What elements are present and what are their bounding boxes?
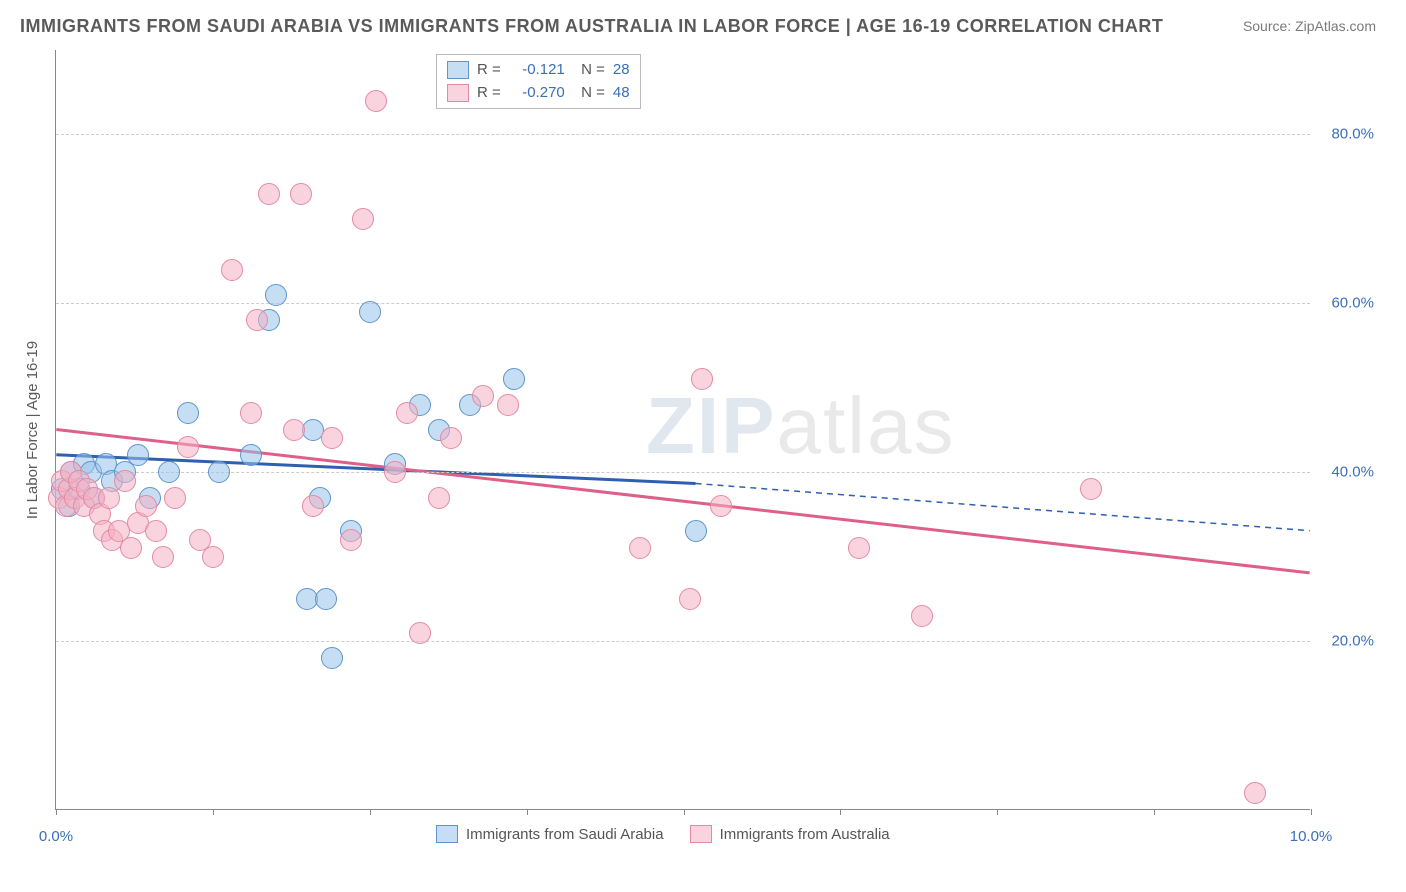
x-tick bbox=[213, 809, 214, 815]
data-point-australia bbox=[290, 183, 312, 205]
data-point-australia bbox=[152, 546, 174, 568]
data-point-australia bbox=[1244, 782, 1266, 804]
series-legend: Immigrants from Saudi Arabia Immigrants f… bbox=[436, 825, 890, 843]
gridline bbox=[56, 303, 1310, 304]
legend-r-value: -0.270 bbox=[509, 82, 565, 105]
data-point-australia bbox=[365, 90, 387, 112]
data-point-saudi bbox=[315, 588, 337, 610]
x-tick bbox=[56, 809, 57, 815]
watermark-zip: ZIP bbox=[646, 381, 776, 470]
trendline-ext-saudi bbox=[696, 483, 1310, 530]
y-tick-label: 20.0% bbox=[1331, 633, 1374, 650]
gridline bbox=[56, 134, 1310, 135]
data-point-australia bbox=[691, 368, 713, 390]
data-point-australia bbox=[340, 529, 362, 551]
data-point-saudi bbox=[359, 301, 381, 323]
legend-item-saudi: Immigrants from Saudi Arabia bbox=[436, 825, 664, 843]
x-tick-label: 10.0% bbox=[1290, 828, 1333, 845]
data-point-saudi bbox=[685, 520, 707, 542]
data-point-australia bbox=[352, 208, 374, 230]
legend-series-label: Immigrants from Saudi Arabia bbox=[466, 826, 664, 843]
gridline bbox=[56, 641, 1310, 642]
data-point-australia bbox=[472, 385, 494, 407]
data-point-australia bbox=[396, 402, 418, 424]
legend-item-australia: Immigrants from Australia bbox=[690, 825, 890, 843]
x-tick bbox=[684, 809, 685, 815]
legend-n-value: 48 bbox=[613, 82, 630, 105]
data-point-saudi bbox=[240, 444, 262, 466]
watermark-atlas: atlas bbox=[776, 381, 955, 470]
data-point-australia bbox=[240, 402, 262, 424]
legend-series-label: Immigrants from Australia bbox=[720, 826, 890, 843]
legend-swatch bbox=[690, 825, 712, 843]
data-point-australia bbox=[283, 419, 305, 441]
x-tick bbox=[1154, 809, 1155, 815]
y-tick-label: 40.0% bbox=[1331, 464, 1374, 481]
x-tick bbox=[370, 809, 371, 815]
data-point-australia bbox=[135, 495, 157, 517]
legend-row-australia: R = -0.270 N = 48 bbox=[447, 82, 630, 105]
data-point-australia bbox=[440, 427, 462, 449]
data-point-australia bbox=[98, 487, 120, 509]
data-point-australia bbox=[246, 309, 268, 331]
data-point-australia bbox=[409, 622, 431, 644]
legend-r-value: -0.121 bbox=[509, 59, 565, 82]
data-point-australia bbox=[428, 487, 450, 509]
data-point-saudi bbox=[158, 461, 180, 483]
data-point-australia bbox=[114, 470, 136, 492]
source-label: Source: ZipAtlas.com bbox=[1243, 18, 1376, 34]
data-point-australia bbox=[221, 259, 243, 281]
data-point-australia bbox=[710, 495, 732, 517]
data-point-saudi bbox=[177, 402, 199, 424]
plot-area: ZIPatlas R =-0.121 N =28R =-0.270 N =48 … bbox=[55, 50, 1310, 810]
legend-r-label: R = bbox=[477, 59, 501, 82]
x-tick bbox=[840, 809, 841, 815]
correlation-legend: R = -0.121 N = 28 R = -0.270 N = 48 bbox=[436, 54, 641, 109]
data-point-australia bbox=[1080, 478, 1102, 500]
y-tick-label: 60.0% bbox=[1331, 295, 1374, 312]
data-point-saudi bbox=[321, 647, 343, 669]
legend-swatch bbox=[436, 825, 458, 843]
data-point-australia bbox=[145, 520, 167, 542]
data-point-australia bbox=[629, 537, 651, 559]
legend-swatch bbox=[447, 84, 469, 102]
watermark: ZIPatlas bbox=[646, 380, 955, 472]
data-point-saudi bbox=[265, 284, 287, 306]
legend-n-value: 28 bbox=[613, 59, 630, 82]
data-point-australia bbox=[497, 394, 519, 416]
trend-lines bbox=[56, 50, 1310, 809]
data-point-australia bbox=[848, 537, 870, 559]
gridline bbox=[56, 472, 1310, 473]
x-tick bbox=[527, 809, 528, 815]
data-point-saudi bbox=[208, 461, 230, 483]
legend-n-label: N = bbox=[573, 59, 605, 82]
data-point-australia bbox=[911, 605, 933, 627]
trendline-saudi bbox=[56, 455, 695, 484]
data-point-australia bbox=[202, 546, 224, 568]
data-point-australia bbox=[321, 427, 343, 449]
y-axis-label: In Labor Force | Age 16-19 bbox=[24, 341, 41, 519]
x-tick-label: 0.0% bbox=[39, 828, 73, 845]
data-point-australia bbox=[120, 537, 142, 559]
x-tick bbox=[1311, 809, 1312, 815]
data-point-australia bbox=[177, 436, 199, 458]
y-tick-label: 80.0% bbox=[1331, 126, 1374, 143]
x-tick bbox=[997, 809, 998, 815]
legend-n-label: N = bbox=[573, 82, 605, 105]
data-point-saudi bbox=[127, 444, 149, 466]
data-point-australia bbox=[384, 461, 406, 483]
data-point-australia bbox=[258, 183, 280, 205]
data-point-australia bbox=[302, 495, 324, 517]
chart-title: IMMIGRANTS FROM SAUDI ARABIA VS IMMIGRAN… bbox=[20, 16, 1163, 37]
data-point-saudi bbox=[503, 368, 525, 390]
data-point-australia bbox=[679, 588, 701, 610]
legend-row-saudi: R = -0.121 N = 28 bbox=[447, 59, 630, 82]
legend-r-label: R = bbox=[477, 82, 501, 105]
legend-swatch bbox=[447, 61, 469, 79]
data-point-australia bbox=[164, 487, 186, 509]
